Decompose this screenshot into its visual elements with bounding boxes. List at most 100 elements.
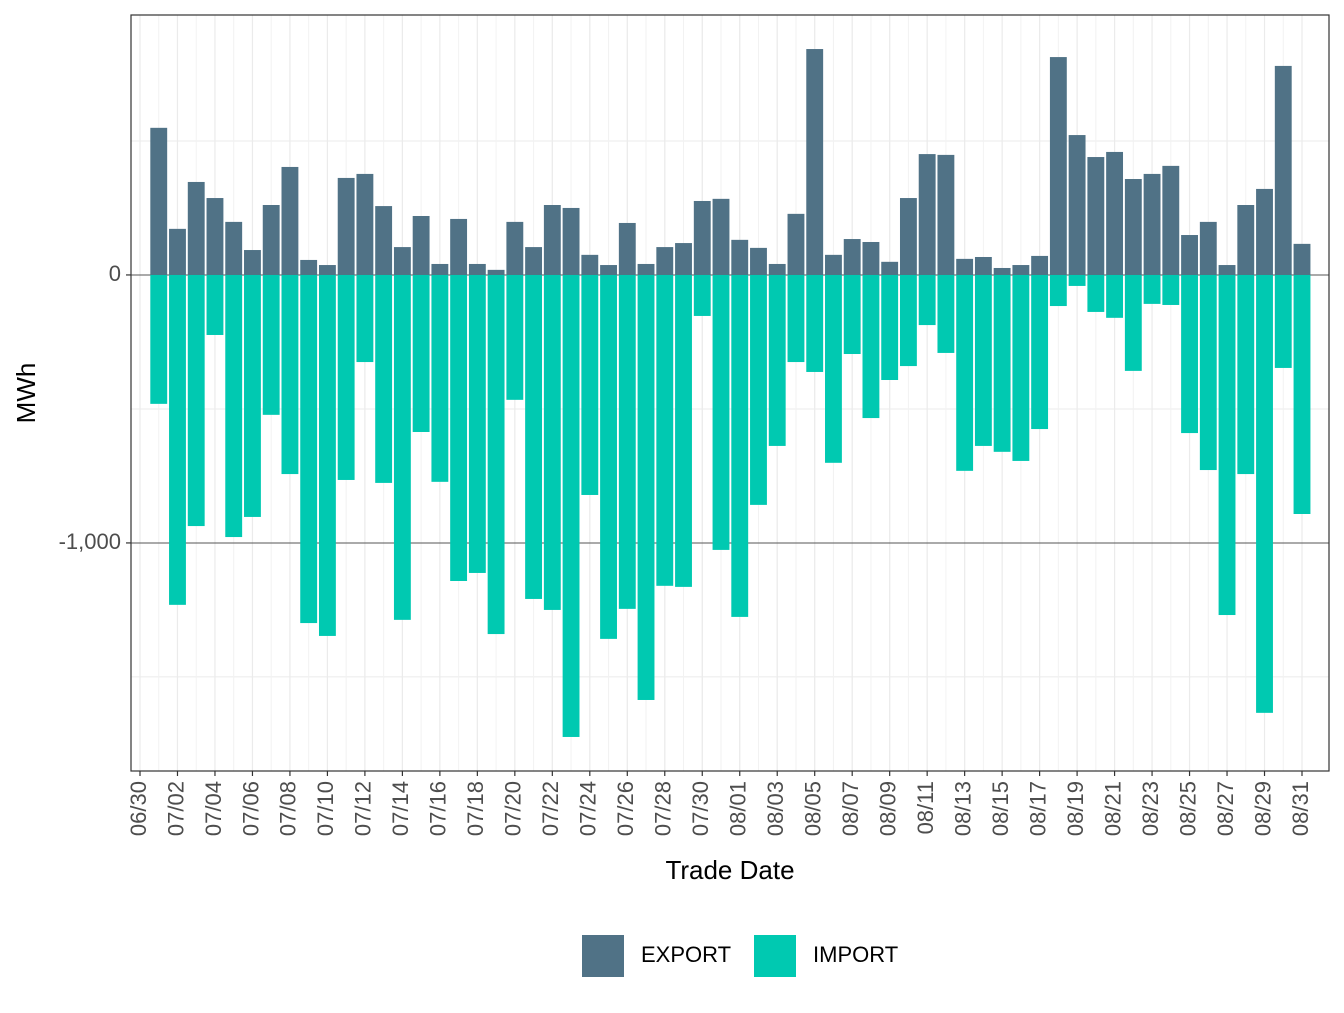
bar (918, 154, 936, 275)
bar (1181, 274, 1198, 434)
bar (1274, 65, 1292, 275)
bar (656, 274, 674, 586)
bar (881, 261, 899, 275)
bar (918, 274, 936, 326)
x-tick-label: 07/08 (276, 781, 301, 836)
bar (1237, 205, 1255, 275)
bar (206, 198, 224, 275)
x-tick-label: 07/18 (463, 781, 488, 836)
bar (506, 274, 524, 400)
bar (731, 274, 749, 617)
bar (431, 263, 449, 275)
bar (825, 274, 842, 463)
bar (937, 274, 955, 353)
x-tick-label: 08/29 (1250, 781, 1275, 836)
bar (300, 274, 318, 624)
legend-label: IMPORT (813, 942, 898, 967)
x-tick-label: 07/28 (651, 781, 676, 836)
bar (169, 274, 186, 605)
bar (1031, 255, 1049, 275)
x-tick-label: 07/20 (501, 781, 526, 836)
bar (487, 269, 505, 275)
bar (244, 250, 261, 275)
bar (1087, 157, 1105, 275)
bar (450, 218, 468, 275)
bar (1199, 221, 1217, 275)
x-tick-label: 08/07 (838, 781, 863, 836)
bar (937, 154, 955, 275)
bar (1106, 151, 1124, 275)
bar (262, 205, 280, 275)
bar (600, 265, 617, 275)
bar (1237, 274, 1255, 475)
bar (993, 274, 1011, 452)
bar (150, 127, 168, 275)
bar (731, 239, 749, 275)
bar (356, 274, 374, 363)
bar (281, 274, 299, 475)
bar (899, 274, 917, 367)
x-tick-label: 08/05 (801, 781, 826, 836)
bar (768, 263, 786, 275)
bar (974, 274, 992, 446)
bar (693, 200, 711, 275)
bar (356, 173, 374, 275)
bar (225, 221, 243, 275)
bar (1106, 274, 1124, 318)
bar (712, 198, 730, 275)
bar (1143, 173, 1161, 275)
bar (337, 274, 355, 480)
bar (993, 267, 1011, 275)
x-tick-label: 07/16 (426, 781, 451, 836)
bar (1218, 265, 1236, 275)
bar (1143, 274, 1161, 304)
bar (281, 166, 299, 275)
bar (843, 274, 861, 355)
bar (787, 213, 805, 275)
x-tick-label: 08/15 (988, 781, 1013, 836)
bar (787, 274, 805, 363)
bar (1049, 57, 1067, 275)
bar (1162, 274, 1180, 305)
bar (1293, 274, 1311, 514)
bar (712, 274, 730, 550)
legend-key (754, 935, 796, 977)
bar (750, 274, 767, 505)
bar (1068, 274, 1086, 286)
bar (1293, 243, 1311, 275)
bar (1087, 274, 1105, 312)
bar (412, 274, 430, 432)
bar (543, 274, 561, 610)
bar (337, 177, 355, 275)
bar (525, 247, 543, 275)
y-axis-title: MWh (11, 363, 41, 424)
bar (562, 207, 580, 275)
bar (881, 274, 899, 381)
bar (1012, 265, 1030, 275)
x-tick-label: 08/27 (1213, 781, 1238, 836)
bar (600, 274, 617, 639)
bar (375, 206, 393, 275)
bar (1256, 188, 1273, 275)
x-tick-label: 08/19 (1063, 781, 1088, 836)
x-tick-label: 07/06 (238, 781, 263, 836)
bar (825, 254, 842, 275)
x-tick-label: 08/01 (726, 781, 751, 836)
y-tick-label: 0 (109, 261, 121, 286)
y-tick-label: -1,000 (59, 529, 121, 554)
x-tick-label: 08/31 (1288, 781, 1313, 836)
x-tick-label: 07/14 (388, 781, 413, 836)
bar (1199, 274, 1217, 471)
bar (693, 274, 711, 316)
bar (675, 274, 692, 587)
legend-label: EXPORT (641, 942, 731, 967)
bar (412, 215, 430, 275)
bar (300, 259, 318, 275)
bar (450, 274, 468, 581)
bar (393, 274, 411, 620)
bar (806, 274, 824, 372)
bar (843, 239, 861, 275)
bar (1031, 274, 1049, 430)
bar (862, 274, 880, 419)
